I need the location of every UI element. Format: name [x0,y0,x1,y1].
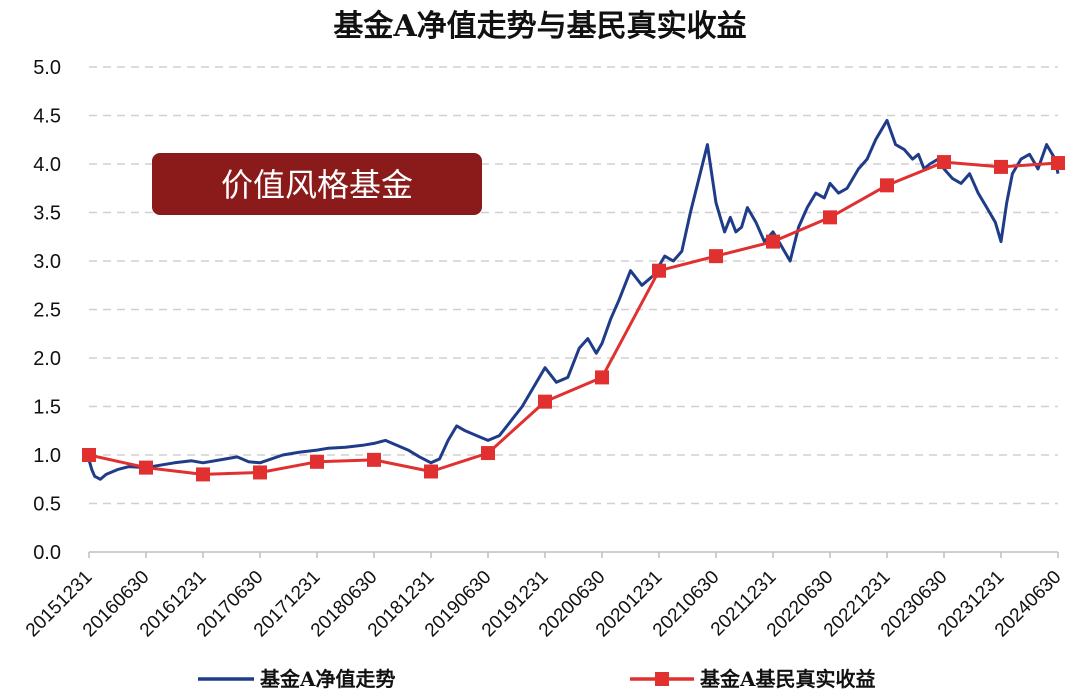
return-point [139,460,153,475]
return-point [880,178,894,193]
return-point [481,446,495,461]
gridlines [89,66,1058,505]
chart-title: 基金A净值走势与基民真实收益 [333,9,746,44]
y-tick-label: 4.5 [33,106,61,128]
y-tick-label: 0.0 [33,542,61,564]
legend-label-nav: 基金A净值走势 [260,667,396,691]
y-tick-label: 2.0 [33,348,61,370]
return-point [82,448,96,462]
return-point [253,465,267,480]
return-point [538,394,552,409]
y-tick-label: 3.5 [33,203,61,225]
y-tick-label: 1.0 [33,445,61,467]
series-line-nav [87,118,1060,481]
series-layer [82,118,1065,482]
return-point [937,155,951,170]
return-point [823,210,837,225]
legend: 基金A净值走势 基金A基民真实收益 [198,667,876,691]
return-point [994,159,1008,174]
legend-swatch-return-marker [655,672,669,686]
y-axis: 0.0 0.5 1.0 1.5 2.0 2.5 3.0 3.5 4.0 4.5 5.0 [33,57,61,564]
y-tick-label: 2.5 [33,300,61,322]
y-tick-label: 0.5 [33,494,61,516]
return-point [709,249,723,264]
y-tick-label: 4.0 [33,154,61,176]
return-point [424,464,438,479]
return-point [310,454,324,469]
return-point [652,263,666,278]
return-point [766,234,780,249]
legend-item-nav: 基金A净值走势 [198,667,396,691]
return-point [595,370,609,385]
annotation-badge-bg [152,153,482,215]
y-tick-label: 3.0 [33,251,61,273]
y-tick-label: 1.5 [33,397,61,419]
return-point [196,467,210,482]
x-axis: 2015123120160630201612312017063020171231… [22,551,1066,641]
y-tick-label: 5.0 [33,57,61,79]
annotation-badge: 价值风格基金 [152,153,482,215]
legend-label-return: 基金A基民真实收益 [700,667,876,691]
return-point [1051,156,1065,171]
legend-item-return: 基金A基民真实收益 [630,667,876,691]
annotation-text: 价值风格基金 [221,166,413,204]
series-line-return [88,160,1059,476]
return-point [367,452,381,467]
